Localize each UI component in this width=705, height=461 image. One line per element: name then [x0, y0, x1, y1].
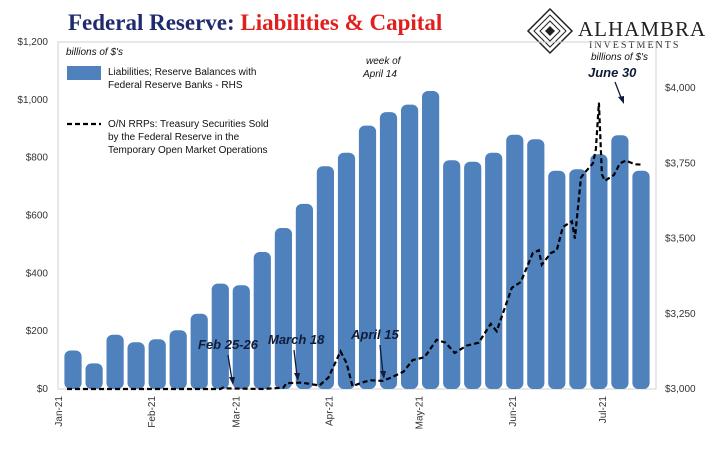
brand-sub: INVESTMENTS [589, 40, 680, 51]
right-tick-3: $3,750 [665, 158, 696, 169]
left-tick-4: $800 [26, 153, 49, 164]
left-tick-2: $400 [26, 268, 49, 279]
legend-line-label-1: O/N RRPs: Treasury Securities Sold [108, 119, 269, 130]
right-unit-label: billions of $'s [591, 52, 648, 63]
bar-2021-02-24 [211, 283, 229, 389]
annotation-feb-25-26: Feb 25-26 [198, 337, 259, 352]
brand-name: ALHAMBRA [578, 17, 705, 41]
annotation-april-15: April 15 [350, 327, 399, 342]
bar-2021-05-05 [422, 91, 440, 389]
bar-2021-02-03 [148, 339, 166, 389]
right-tick-1: $3,250 [665, 309, 696, 320]
x-tick-3: Apr-21 [325, 396, 336, 426]
right-axis: $3,000 $3,250 $3,500 $3,750 $4,000 [665, 83, 696, 395]
right-tick-0: $3,000 [665, 384, 696, 395]
bar-2021-03-03 [232, 285, 250, 389]
bar-2021-06-23 [569, 169, 587, 389]
chart-title-part2: Liabilities & Capital [240, 10, 442, 35]
bar-2021-07-07 [611, 135, 629, 389]
annotation-april-14: April 14 [362, 69, 397, 80]
legend-bar-swatch [67, 66, 101, 80]
brand-logo: ALHAMBRA INVESTMENTS [526, 7, 705, 55]
right-tick-4: $4,000 [665, 83, 696, 94]
left-tick-1: $200 [26, 326, 49, 337]
chart-title-part1: Federal Reserve: [68, 10, 240, 35]
bar-2021-04-07 [337, 152, 356, 389]
left-axis: $0 $200 $400 $600 $800 $1,000 $1,200 [17, 37, 48, 395]
left-unit-label: billions of $'s [66, 47, 123, 58]
bar-2021-03-10 [253, 252, 271, 389]
annotation-arrows [227, 81, 624, 385]
left-tick-3: $600 [26, 211, 49, 222]
bar-2021-03-17 [274, 228, 292, 389]
plot-area [57, 41, 657, 390]
bar-2021-06-30 [590, 154, 608, 389]
arrow-march [293, 349, 298, 377]
bar-2021-06-09 [527, 139, 545, 389]
left-tick-6: $1,200 [17, 37, 48, 48]
annotation-june-30: June 30 [588, 65, 637, 80]
legend-bar-label-1: Liabilities; Reserve Balances with [108, 67, 256, 78]
annotation-week-of: week of [366, 56, 402, 67]
bar-2021-04-28 [401, 104, 419, 389]
bar-2021-04-14 [358, 125, 377, 389]
legend-bar-label-2: Federal Reserve Banks - RHS [108, 80, 243, 91]
annotation-march-18: March 18 [268, 332, 325, 347]
rrp-line [67, 102, 642, 391]
bar-2021-01-13 [85, 363, 103, 389]
bar-2021-04-21 [379, 112, 398, 389]
arrow-feb [227, 354, 233, 381]
x-tick-5: Jun-21 [508, 396, 519, 427]
legend-line-label-3: Temporary Open Market Operations [108, 145, 268, 156]
x-tick-4: May-21 [415, 396, 426, 430]
bar-2021-07-14 [632, 170, 650, 389]
x-tick-0: Jan-21 [54, 396, 65, 427]
bar-2021-01-06 [64, 350, 82, 389]
left-tick-0: $0 [37, 384, 49, 395]
bar-2021-01-20 [106, 334, 124, 389]
arrow-april [379, 344, 384, 375]
bar-series [64, 91, 650, 390]
bar-2021-02-10 [169, 330, 187, 389]
bar-2021-03-24 [295, 203, 313, 389]
x-tick-1: Feb-21 [147, 396, 158, 428]
bar-2021-06-02 [506, 134, 524, 389]
bar-2021-05-26 [485, 152, 503, 389]
x-tick-6: Jul-21 [598, 396, 609, 424]
bar-2021-01-27 [127, 342, 145, 389]
x-axis: Jan-21 Feb-21 Mar-21 Apr-21 May-21 Jun-21 Jul-… [54, 396, 609, 430]
legend-line-label-2: by the Federal Reserve in the [108, 132, 240, 143]
right-tick-2: $3,500 [665, 234, 696, 245]
x-tick-2: Mar-21 [231, 396, 242, 428]
diamond-logo-icon [526, 7, 574, 55]
bar-2021-02-17 [190, 313, 208, 390]
bar-2021-06-16 [548, 170, 566, 389]
chart-title: Federal Reserve: Liabilities & Capital [68, 10, 442, 35]
bar-2021-03-31 [316, 166, 334, 389]
left-tick-5: $1,000 [17, 95, 48, 106]
bar-2021-05-12 [443, 160, 461, 389]
legend: Liabilities; Reserve Balances with Feder… [67, 66, 269, 156]
bar-2021-05-19 [464, 161, 482, 389]
